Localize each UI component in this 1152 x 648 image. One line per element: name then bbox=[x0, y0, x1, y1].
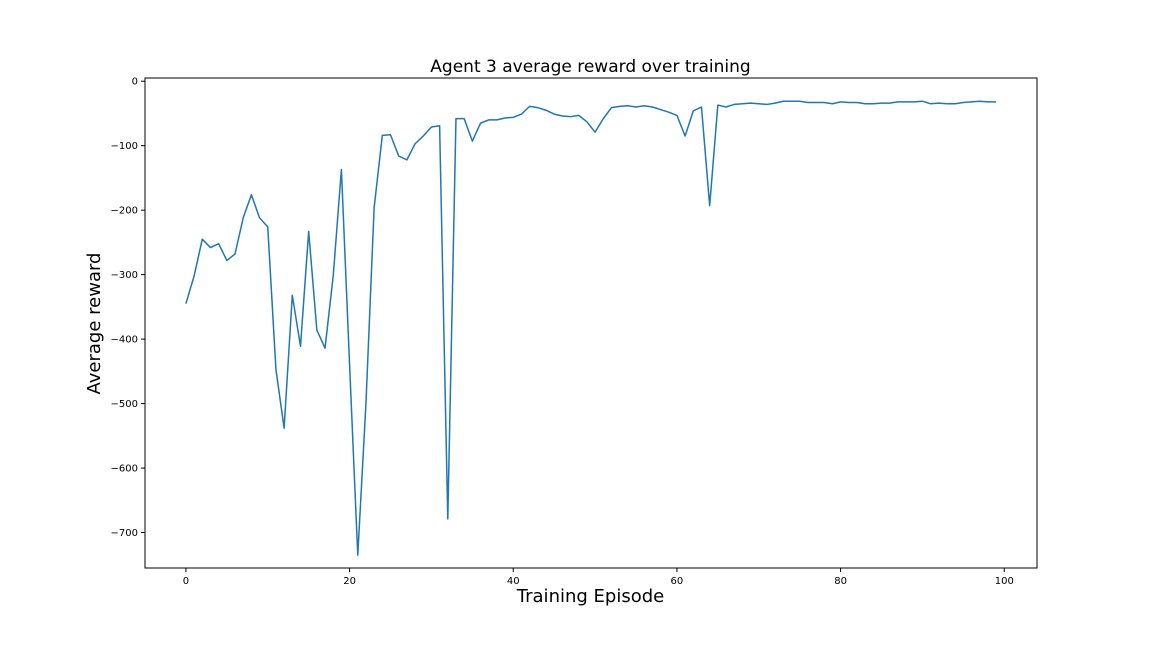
plot-area bbox=[185, 100, 997, 556]
y-tick-label: −300 bbox=[111, 270, 138, 281]
y-tick-label: −400 bbox=[111, 335, 138, 346]
x-tick-label: 0 bbox=[183, 576, 189, 587]
x-tick-label: 40 bbox=[507, 576, 520, 587]
y-tick-label: −200 bbox=[111, 206, 138, 217]
y-tick-label: −100 bbox=[111, 141, 138, 152]
x-axis-ticks: 0 20 40 60 80 100 bbox=[183, 568, 1014, 587]
x-tick-label: 60 bbox=[671, 576, 684, 587]
x-tick-label: 80 bbox=[834, 576, 847, 587]
x-tick-label: 100 bbox=[995, 576, 1014, 587]
series-line bbox=[185, 100, 997, 556]
y-tick-label: −700 bbox=[111, 528, 138, 539]
y-tick-label: −600 bbox=[111, 464, 138, 475]
x-axis-title: Training Episode bbox=[516, 586, 664, 607]
axes-frame bbox=[144, 77, 1038, 569]
y-tick-label: 0 bbox=[132, 77, 138, 88]
y-axis-ticks: 0 −100 −200 −300 −400 −500 −600 −700 bbox=[111, 77, 145, 539]
x-tick-label: 20 bbox=[343, 576, 356, 587]
y-axis-title: Average reward bbox=[84, 253, 105, 395]
chart-title: Agent 3 average reward over training bbox=[430, 57, 750, 77]
y-tick-label: −500 bbox=[111, 399, 138, 410]
